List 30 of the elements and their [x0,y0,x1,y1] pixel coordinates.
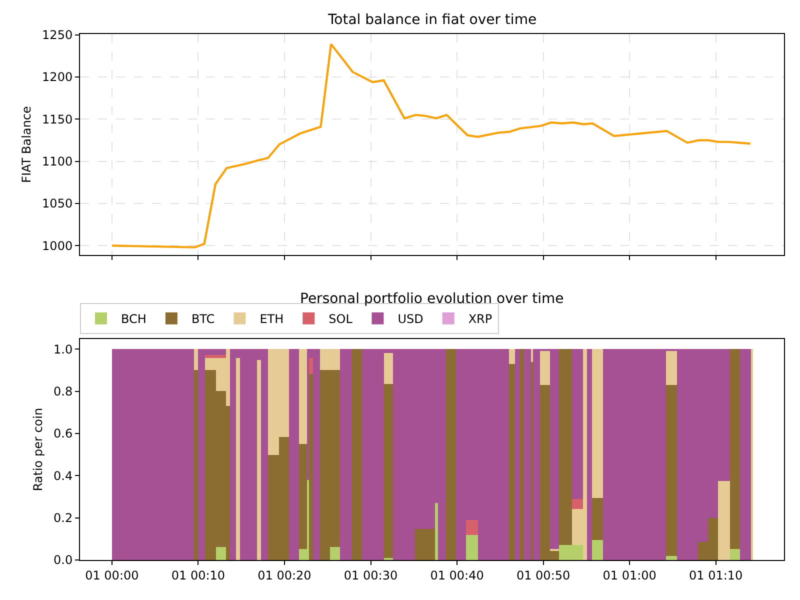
y-tick-label: 1150 [42,112,73,126]
legend-label: XRP [468,312,492,326]
legend-label: SOL [328,312,353,326]
y-axis-title: FIAT Balance [19,106,34,183]
y-tick-label: 0.6 [54,426,73,441]
chart-title: Personal portfolio evolution over time [300,291,564,307]
y-tick-label: 1100 [42,154,73,169]
y-tick-label: 1200 [42,70,73,84]
legend-label: ETH [260,312,284,326]
legend-label: BTC [191,312,215,326]
y-tick-label: 0.0 [54,553,73,568]
chart-title: Total balance in fiat over time [327,12,537,28]
y-tick-label: 0.2 [54,511,73,526]
y-tick-label: 1250 [42,28,73,42]
y-tick-label: 1000 [42,238,73,253]
x-tick-label: 01 00:20 [258,568,312,582]
x-tick-label: 01 00:40 [430,568,484,582]
legend-label: BCH [121,312,146,326]
x-tick-label: 01 00:30 [344,568,398,582]
x-tick-label: 01 00:10 [171,568,226,582]
y-axis-title: Ratio per coin [30,408,45,492]
x-tick-label: 01 01:10 [689,568,743,582]
x-tick-label: 01 00:50 [516,568,570,582]
y-tick-label: 0.4 [54,468,73,483]
x-tick-label: 01 01:00 [602,568,656,582]
legend-label: USD [398,312,424,326]
y-tick-label: 1.0 [54,342,73,356]
y-tick-label: 1050 [42,196,73,211]
x-tick-label: 01 00:00 [85,568,139,582]
y-tick-label: 0.8 [54,384,73,399]
